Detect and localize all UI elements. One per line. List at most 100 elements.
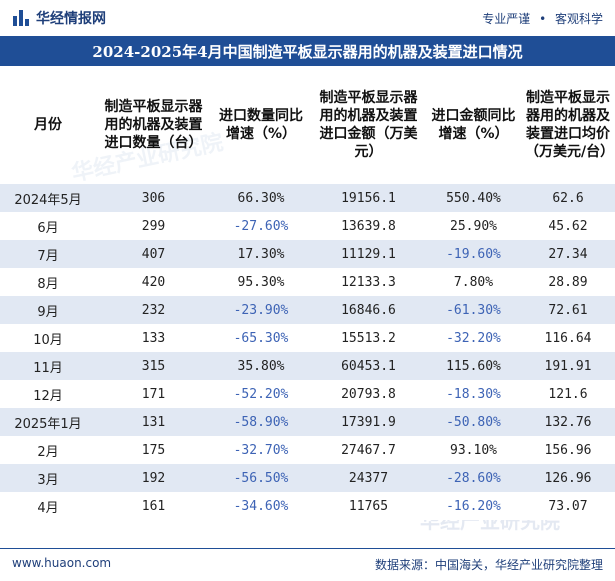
cell-month: 6月 — [0, 212, 96, 240]
cell-amount-growth: -18.30% — [426, 380, 521, 408]
cell-amount: 16846.6 — [311, 296, 426, 324]
cell-quantity-growth: -58.90% — [211, 408, 311, 436]
tagline: 专业严谨 • 客观科学 — [482, 10, 603, 27]
cell-month: 10月 — [0, 324, 96, 352]
table-row: 2024年5月 306 66.30% 19156.1 550.40% 62.6 — [0, 184, 615, 212]
cell-amount-growth: -32.20% — [426, 324, 521, 352]
cell-avg-price: 126.96 — [521, 464, 615, 492]
cell-quantity-growth: -34.60% — [211, 492, 311, 520]
cell-quantity-growth: -32.70% — [211, 436, 311, 464]
cell-avg-price: 28.89 — [521, 268, 615, 296]
table-header-row: 月份 制造平板显示器用的机器及装置进口数量（台） 进口数量同比增速（%） 制造平… — [0, 66, 615, 184]
cell-amount: 19156.1 — [311, 184, 426, 212]
footer-url: www.huaon.com — [12, 556, 112, 570]
cell-quantity: 306 — [96, 184, 211, 212]
footer: www.huaon.com 数据来源：中国海关，华经产业研究院整理 — [0, 548, 615, 581]
cell-month: 2025年1月 — [0, 408, 96, 436]
table-row: 7月 407 17.30% 11129.1 -19.60% 27.34 — [0, 240, 615, 268]
title-bar: 2024-2025年4月中国制造平板显示器用的机器及装置进口情况 — [0, 36, 615, 66]
brand-name: 华经情报网 — [36, 11, 106, 27]
cell-amount-growth: -61.30% — [426, 296, 521, 324]
cell-avg-price: 191.91 — [521, 352, 615, 380]
cell-avg-price: 116.64 — [521, 324, 615, 352]
cell-amount: 11765 — [311, 492, 426, 520]
cell-avg-price: 62.6 — [521, 184, 615, 212]
cell-amount-growth: -19.60% — [426, 240, 521, 268]
cell-quantity: 315 — [96, 352, 211, 380]
cell-quantity: 161 — [96, 492, 211, 520]
cell-month: 8月 — [0, 268, 96, 296]
footer-source: 数据来源：中国海关，华经产业研究院整理 — [374, 558, 603, 572]
cell-amount-growth: 93.10% — [426, 436, 521, 464]
table-row: 12月 171 -52.20% 20793.8 -18.30% 121.6 — [0, 380, 615, 408]
cell-quantity: 175 — [96, 436, 211, 464]
top-bar: 华经情报网 专业严谨 • 客观科学 — [0, 0, 615, 36]
column-header-avg-price: 制造平板显示器用的机器及装置进口均价（万美元/台） — [525, 90, 615, 160]
table-row: 4月 161 -34.60% 11765 -16.20% 73.07 — [0, 492, 615, 520]
tagline-left: 专业严谨 — [482, 12, 531, 26]
cell-month: 12月 — [0, 380, 96, 408]
cell-month: 7月 — [0, 240, 96, 268]
logo-icon — [12, 9, 30, 27]
cell-amount: 13639.8 — [311, 212, 426, 240]
cell-quantity: 133 — [96, 324, 211, 352]
cell-amount: 17391.9 — [311, 408, 426, 436]
cell-avg-price: 73.07 — [521, 492, 615, 520]
tagline-separator: • — [539, 12, 547, 26]
column-header-amount-growth: 进口金额同比增速（%） — [431, 108, 516, 142]
table-row: 8月 420 95.30% 12133.3 7.80% 28.89 — [0, 268, 615, 296]
cell-avg-price: 156.96 — [521, 436, 615, 464]
table-body: 2024年5月 306 66.30% 19156.1 550.40% 62.6 6月 299-… — [0, 184, 615, 520]
table-row: 3月 192 -56.50% 24377 -28.60% 126.96 — [0, 464, 615, 492]
table-row: 2025年1月 131 -58.90% 17391.9 -50.80% 132.76 — [0, 408, 615, 436]
cell-amount-growth: -28.60% — [426, 464, 521, 492]
column-header-amount: 制造平板显示器用的机器及装置进口金额（万美元） — [319, 90, 418, 160]
cell-amount-growth: -16.20% — [426, 492, 521, 520]
cell-quantity: 420 — [96, 268, 211, 296]
cell-month: 2024年5月 — [0, 184, 96, 212]
cell-amount: 60453.1 — [311, 352, 426, 380]
cell-month: 3月 — [0, 464, 96, 492]
brand: 华经情报网 — [12, 8, 106, 28]
cell-quantity: 407 — [96, 240, 211, 268]
cell-month: 9月 — [0, 296, 96, 324]
cell-month: 4月 — [0, 492, 96, 520]
cell-quantity-growth: 17.30% — [211, 240, 311, 268]
cell-amount: 27467.7 — [311, 436, 426, 464]
cell-amount-growth: 7.80% — [426, 268, 521, 296]
cell-avg-price: 27.34 — [521, 240, 615, 268]
cell-quantity: 171 — [96, 380, 211, 408]
cell-quantity-growth: 35.80% — [211, 352, 311, 380]
cell-quantity: 232 — [96, 296, 211, 324]
cell-quantity-growth: -52.20% — [211, 380, 311, 408]
tagline-right: 客观科学 — [554, 12, 603, 26]
cell-month: 2月 — [0, 436, 96, 464]
cell-quantity: 192 — [96, 464, 211, 492]
cell-avg-price: 121.6 — [521, 380, 615, 408]
data-table: 月份 制造平板显示器用的机器及装置进口数量（台） 进口数量同比增速（%） 制造平… — [0, 66, 615, 520]
column-header-quantity: 制造平板显示器用的机器及装置进口数量（台） — [104, 99, 203, 151]
cell-amount: 11129.1 — [311, 240, 426, 268]
table-row: 2月 175 -32.70% 27467.7 93.10% 156.96 — [0, 436, 615, 464]
cell-quantity: 299 — [96, 212, 211, 240]
cell-quantity-growth: -23.90% — [211, 296, 311, 324]
cell-quantity-growth: -56.50% — [211, 464, 311, 492]
column-header-month: 月份 — [34, 117, 62, 133]
cell-amount: 12133.3 — [311, 268, 426, 296]
table-row: 9月 232 -23.90% 16846.6 -61.30% 72.61 — [0, 296, 615, 324]
cell-avg-price: 45.62 — [521, 212, 615, 240]
cell-avg-price: 72.61 — [521, 296, 615, 324]
cell-amount-growth: 550.40% — [426, 184, 521, 212]
column-header-quantity-growth: 进口数量同比增速（%） — [219, 108, 303, 142]
cell-amount: 15513.2 — [311, 324, 426, 352]
cell-quantity-growth: -27.60% — [211, 212, 311, 240]
cell-quantity-growth: 66.30% — [211, 184, 311, 212]
cell-amount-growth: 115.60% — [426, 352, 521, 380]
page-title: 2024-2025年4月中国制造平板显示器用的机器及装置进口情况 — [92, 42, 523, 61]
cell-amount: 24377 — [311, 464, 426, 492]
cell-amount: 20793.8 — [311, 380, 426, 408]
table-row: 6月 299 -27.60% 13639.8 25.90% 45.62 — [0, 212, 615, 240]
cell-quantity-growth: 95.30% — [211, 268, 311, 296]
table-row: 11月 315 35.80% 60453.1 115.60% 191.91 — [0, 352, 615, 380]
cell-avg-price: 132.76 — [521, 408, 615, 436]
